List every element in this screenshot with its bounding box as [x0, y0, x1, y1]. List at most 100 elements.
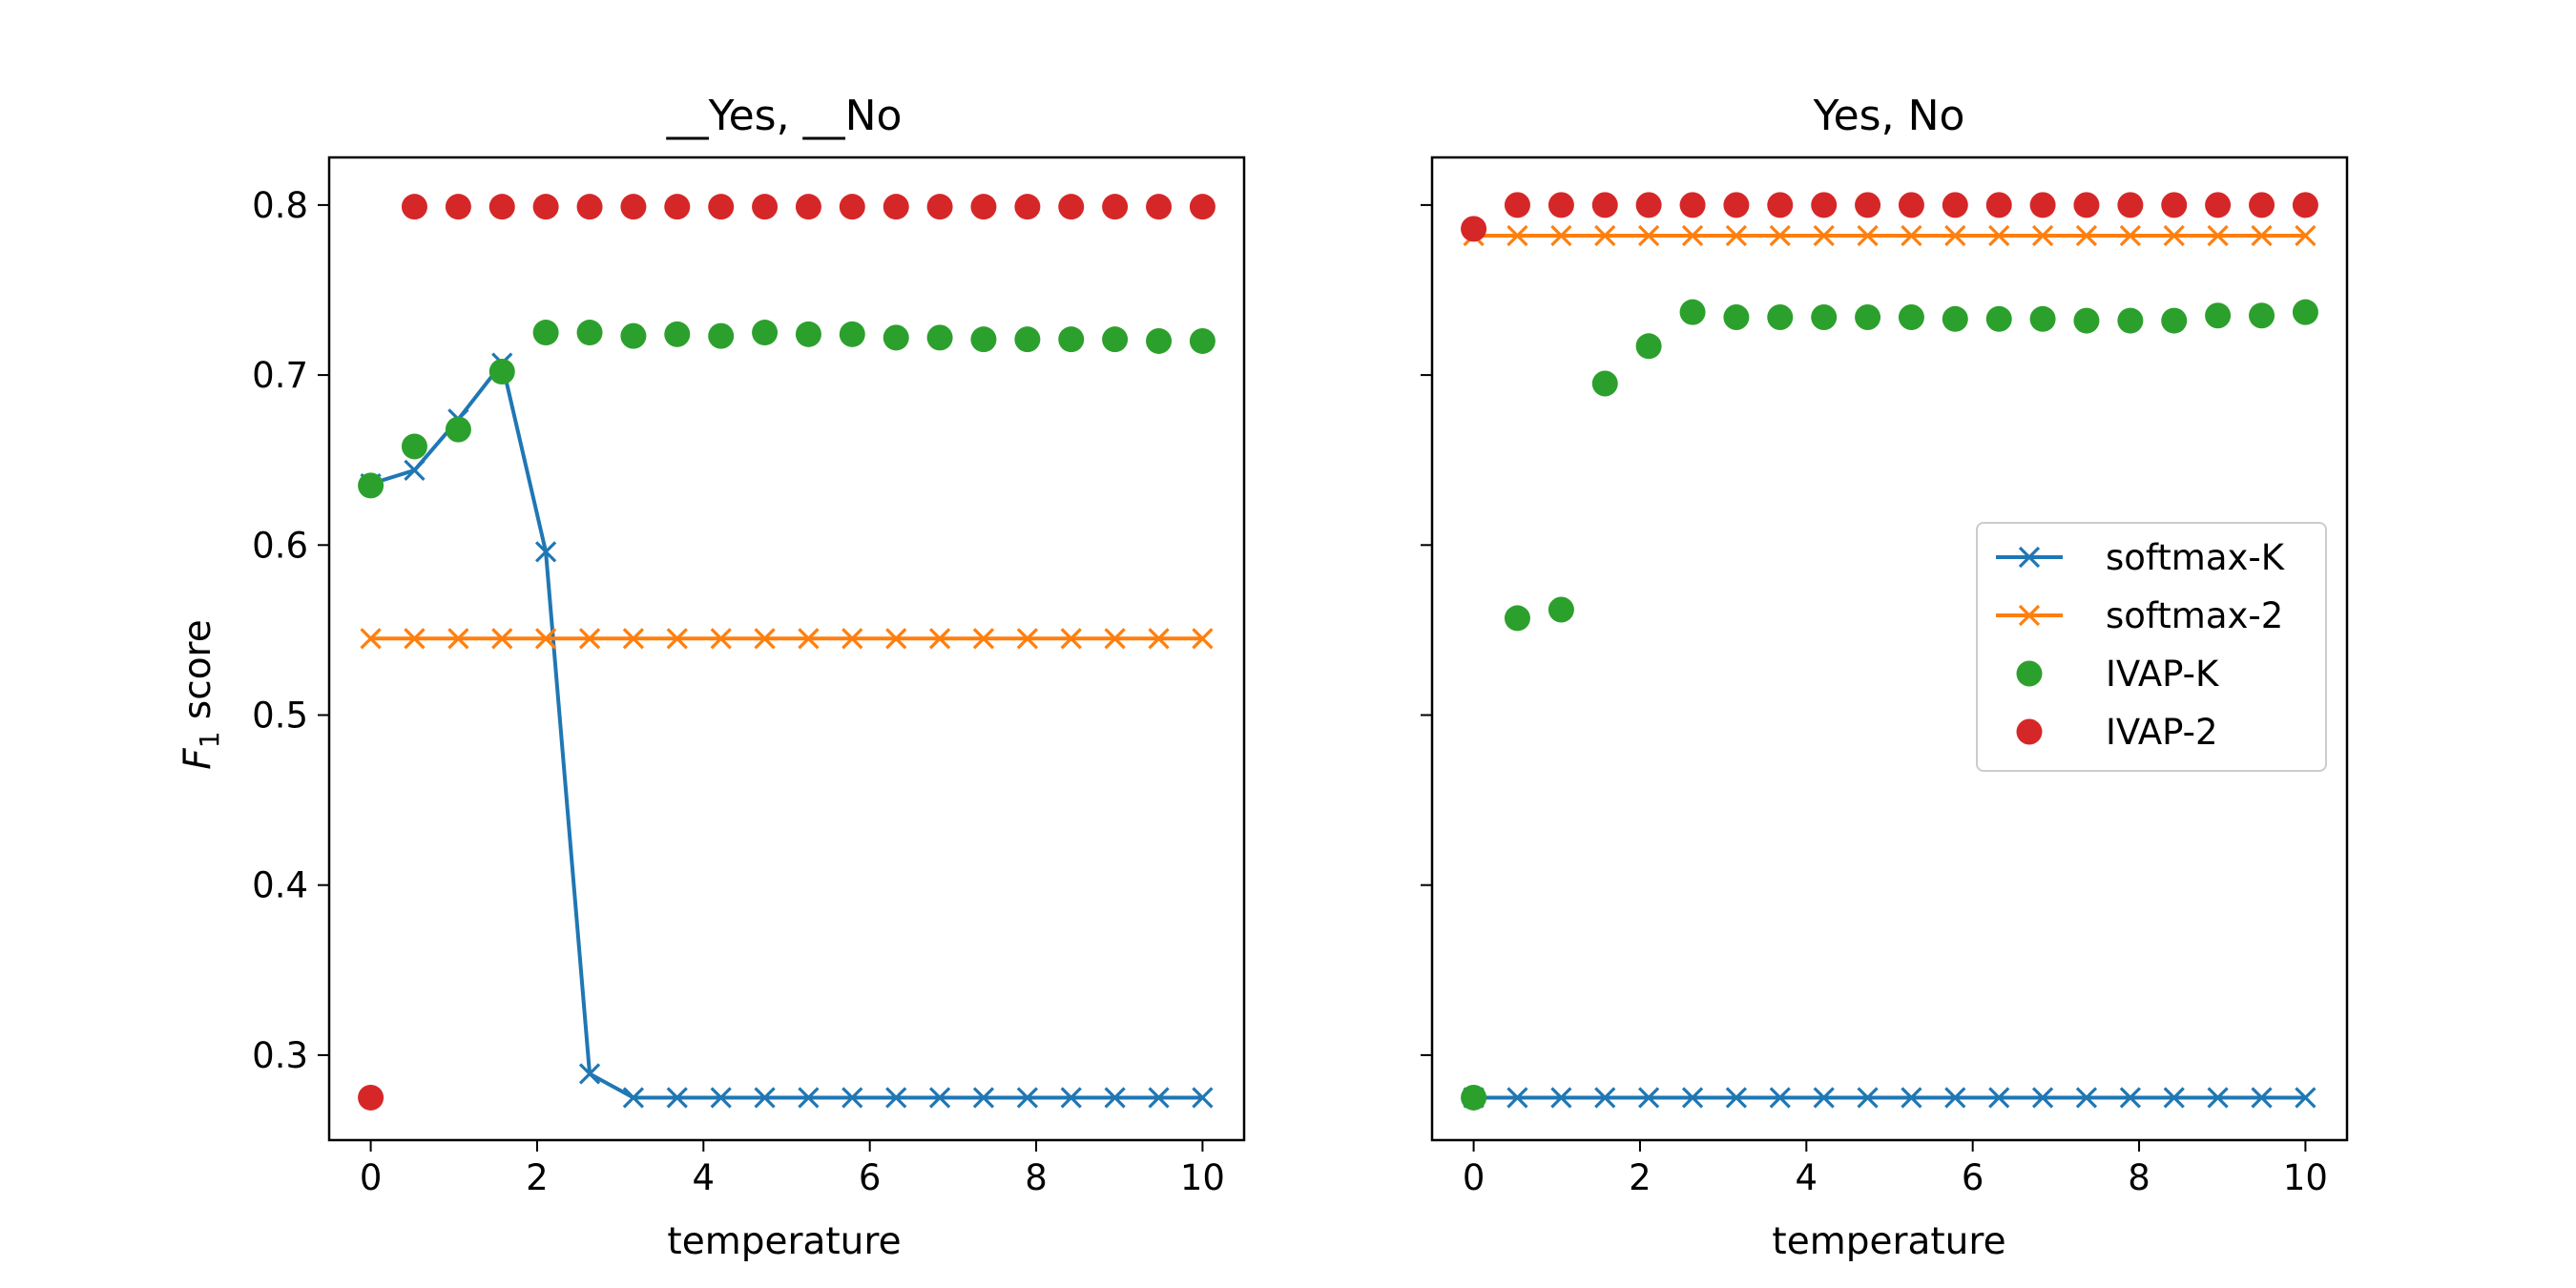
left-softmax-k-line: [369, 361, 1203, 1100]
right-x-tick-label: 0: [1463, 1157, 1485, 1198]
right-softmax-k-point: [1988, 1087, 2010, 1109]
left-softmax-2-point: [360, 628, 382, 650]
left-softmax-2-point: [1060, 628, 1082, 650]
left-softmax-2-point: [798, 628, 820, 650]
right-ivap-2-point: [1811, 192, 1838, 218]
legend-label: IVAP-K: [2106, 654, 2220, 695]
right-panel-title: Yes, No: [1813, 92, 1965, 140]
right-series-softmax-2: [1463, 224, 2316, 247]
right-softmax-k-point: [1813, 1087, 1835, 1109]
left-softmax-k-point: [1060, 1087, 1082, 1109]
right-softmax-k-point: [1506, 1087, 1528, 1109]
right-ivap-2-point: [2205, 192, 2232, 218]
legend-item-ivap-k: IVAP-K: [2016, 654, 2220, 695]
left-ivap-2-point: [1102, 194, 1129, 220]
left-ivap-2-point: [926, 194, 953, 220]
right-ivap-k-point: [2205, 302, 2232, 329]
right-ivap-2-point: [1591, 192, 1618, 218]
left-softmax-2-point: [578, 628, 601, 650]
left-softmax-2-point: [1016, 628, 1039, 650]
right-ivap-k-point: [2292, 299, 2318, 325]
right-softmax-2-point: [1594, 224, 1616, 247]
left-y-tick-label: 0.3: [252, 1035, 308, 1076]
right-softmax-2-point: [1769, 224, 1791, 247]
left-softmax-k-point: [1192, 1087, 1214, 1109]
right-ivap-k-point: [2117, 307, 2144, 334]
left-series-ivap-k: [358, 320, 1215, 499]
right-softmax-k-point: [2031, 1087, 2054, 1109]
left-softmax-2-point: [885, 628, 907, 650]
right-ivap-k-point: [1767, 304, 1794, 331]
legend-label: softmax-K: [2106, 537, 2286, 578]
left-ivap-2-point: [358, 1084, 384, 1111]
right-softmax-2-point: [1944, 224, 1966, 247]
right-x-tick-label: 10: [2283, 1157, 2328, 1198]
left-ivap-2-point: [1058, 194, 1085, 220]
right-x-tick-label: 6: [1962, 1157, 1984, 1198]
left-y-axis-label: F1 score: [177, 619, 225, 769]
right-ivap-2-point: [1767, 192, 1794, 218]
left-ivap-2-point: [445, 194, 471, 220]
left-axes-frame: [327, 156, 1246, 1142]
left-softmax-2-point: [972, 628, 995, 650]
left-x-tick-label: 4: [693, 1157, 716, 1198]
left-softmax-k-point: [666, 1087, 688, 1109]
left-series-softmax-2: [360, 628, 1214, 650]
right-softmax-2-point: [1681, 224, 1704, 247]
right-x-tick-label: 2: [1629, 1157, 1652, 1198]
right-softmax-2-point: [1637, 224, 1660, 247]
right-softmax-2-point: [1725, 224, 1748, 247]
right-ivap-k-point: [2073, 307, 2100, 334]
left-softmax-k-point: [534, 541, 557, 563]
left-plot-area: 0 2 4 6 8 10 0.3 0.4 0.5 0.6 0.7 0.8: [252, 185, 1225, 1198]
left-y-tick-label: 0.4: [252, 865, 308, 906]
right-softmax-k-point: [2251, 1087, 2273, 1109]
left-ivap-2-point: [1014, 194, 1041, 220]
left-x-tick-label: 2: [526, 1157, 549, 1198]
right-ivap-2-point: [1985, 192, 2012, 218]
left-panel: __Yes, __No 0 2 4 6 8 10 0.3 0.4 0.5 0.6 0.7 0.8 te…: [177, 92, 1246, 1263]
left-ivap-k-point: [839, 321, 865, 347]
y-axis-label-score: score: [177, 619, 219, 731]
right-ivap-k-point: [2249, 302, 2275, 329]
legend-item-softmax-2: softmax-2: [1996, 595, 2283, 636]
left-series-ivap-2: [358, 194, 1215, 1111]
legend-swatch-marker: [2018, 604, 2041, 627]
left-ivap-k-point: [926, 324, 953, 351]
left-ivap-2-point: [532, 194, 559, 220]
left-ivap-k-point: [1014, 326, 1041, 353]
right-ivap-2-point: [1855, 192, 1881, 218]
left-ivap-k-point: [576, 320, 603, 346]
right-x-tick-label: 8: [2128, 1157, 2150, 1198]
left-ivap-k-point: [358, 472, 384, 499]
left-softmax-2-point: [1192, 628, 1214, 650]
right-softmax-k-point: [1857, 1087, 1879, 1109]
right-ivap-k-point: [1723, 304, 1750, 331]
right-softmax-k-point: [2207, 1087, 2229, 1109]
right-softmax-2-point: [2295, 224, 2316, 247]
left-ivap-2-point: [883, 194, 909, 220]
left-y-tick-label: 0.6: [252, 525, 308, 566]
right-ivap-k-point: [1591, 370, 1618, 397]
legend-label: IVAP-2: [2106, 712, 2218, 753]
left-softmax-k-point: [972, 1087, 995, 1109]
right-softmax-2-point: [2207, 224, 2229, 247]
left-x-tick-label: 10: [1180, 1157, 1225, 1198]
right-ivap-2-point: [2117, 192, 2144, 218]
right-ivap-k-point: [1811, 304, 1838, 331]
right-plot-area: 0 2 4 6 8 10: [1421, 192, 2328, 1198]
right-softmax-2-point: [2031, 224, 2054, 247]
right-softmax-2-point: [1550, 224, 1572, 247]
left-x-tick-label: 0: [360, 1157, 383, 1198]
y-axis-label-f: F: [177, 748, 219, 770]
left-ivap-k-point: [620, 322, 647, 349]
left-ivap-k-point: [795, 321, 821, 347]
left-softmax-k-point: [928, 1087, 951, 1109]
left-ivap-k-point: [445, 416, 471, 443]
left-softmax-k-point: [841, 1087, 863, 1109]
right-ivap-k-point: [2029, 305, 2056, 332]
left-softmax-2-point: [928, 628, 951, 650]
y-axis-label-subscript: 1: [194, 731, 225, 748]
left-y-tick-label: 0.5: [252, 695, 308, 736]
right-softmax-2-point: [2075, 224, 2098, 247]
